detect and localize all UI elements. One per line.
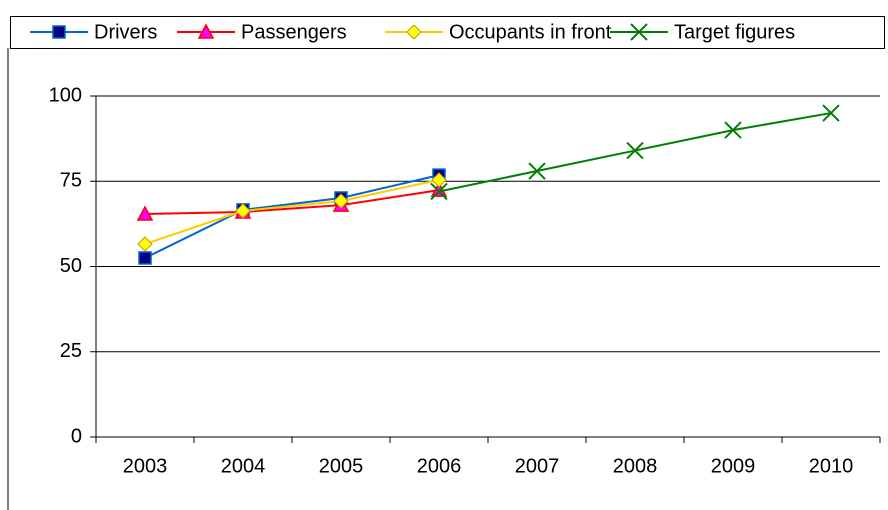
series-line — [144, 178, 440, 245]
x-tick-label: 2006 — [417, 455, 462, 477]
legend-label: Passengers — [241, 21, 347, 43]
legend-marker — [406, 24, 422, 40]
data-point — [137, 236, 153, 252]
x-tick-label: 2007 — [515, 455, 560, 477]
x-tick-label: 2009 — [711, 455, 756, 477]
data-point — [430, 182, 448, 201]
legend-marker — [630, 23, 648, 41]
series-line — [144, 174, 440, 259]
x-tick-label: 2010 — [809, 455, 854, 477]
y-tick-label: 25 — [60, 340, 82, 362]
data-point — [235, 203, 251, 219]
data-point — [724, 121, 742, 139]
y-tick-label: 50 — [60, 255, 82, 277]
x-tick-label: 2005 — [319, 455, 364, 477]
data-point — [822, 104, 840, 122]
data-point — [138, 251, 152, 265]
y-tick-label: 75 — [60, 170, 82, 192]
data-point — [136, 205, 154, 221]
series-line — [438, 112, 832, 193]
data-point — [528, 162, 546, 180]
y-tick-label: 0 — [71, 425, 82, 447]
x-tick-label: 2008 — [613, 455, 658, 477]
y-tick-label: 100 — [49, 84, 82, 106]
legend-marker — [197, 23, 215, 39]
x-tick-label: 2004 — [221, 455, 266, 477]
series-line — [144, 189, 440, 215]
data-point — [431, 172, 447, 188]
legend-label: Target figures — [674, 21, 795, 43]
legend-label: Occupants in front — [449, 21, 612, 43]
legend-box — [10, 16, 885, 49]
legend-marker — [52, 25, 66, 39]
data-point — [626, 141, 644, 160]
legend-label: Drivers — [94, 21, 157, 43]
data-point — [333, 193, 349, 209]
x-tick-label: 2003 — [123, 455, 168, 477]
data-point — [430, 181, 448, 197]
